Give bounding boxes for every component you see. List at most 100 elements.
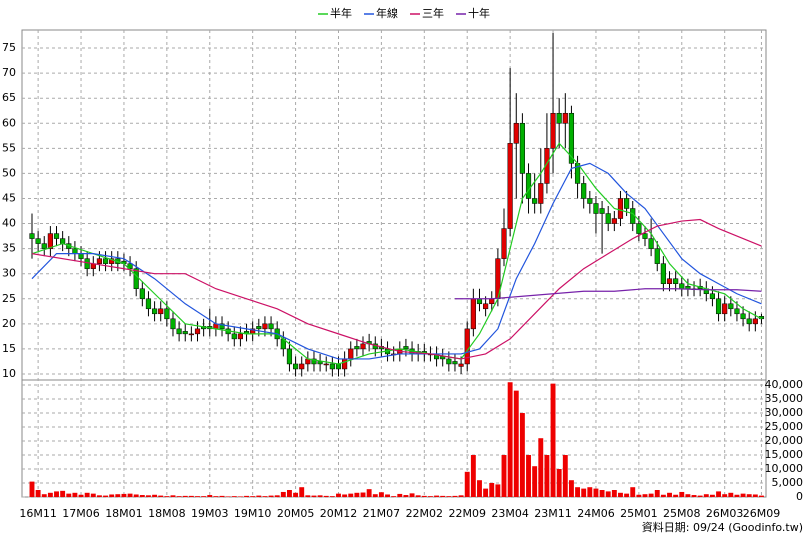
volume-bar bbox=[152, 494, 158, 497]
candle-body bbox=[446, 358, 452, 365]
candle-body bbox=[96, 258, 103, 264]
volume-tick-label: 40,000 bbox=[765, 378, 804, 391]
volume-bar bbox=[397, 493, 403, 497]
candle-body bbox=[293, 363, 299, 370]
volume-bar bbox=[280, 491, 286, 497]
volume-bar bbox=[673, 494, 679, 497]
volume-bar bbox=[593, 488, 599, 497]
candle-body bbox=[617, 198, 624, 219]
volume-bar bbox=[544, 455, 550, 497]
candle-body bbox=[237, 333, 243, 340]
y-tick-label: 50 bbox=[2, 166, 16, 179]
candle-body bbox=[256, 326, 262, 330]
volume-bar bbox=[305, 495, 311, 497]
volume-bar bbox=[728, 492, 734, 497]
volume-bar bbox=[207, 495, 213, 497]
volume-bar bbox=[54, 491, 59, 497]
x-tick-label: 18M08 bbox=[148, 507, 186, 520]
volume-bar bbox=[72, 492, 78, 497]
volume-bar bbox=[293, 492, 299, 497]
candle-body bbox=[587, 198, 593, 204]
candle-body bbox=[532, 198, 538, 204]
volume-bar bbox=[489, 483, 495, 497]
candle-body bbox=[581, 183, 587, 199]
volume-bar bbox=[195, 496, 200, 497]
volume-bar bbox=[538, 438, 544, 497]
candle-body bbox=[41, 243, 47, 249]
candle-body bbox=[538, 183, 544, 204]
volume-bar bbox=[605, 491, 611, 497]
candle-body bbox=[593, 203, 599, 214]
y-tick-label: 20 bbox=[2, 317, 16, 330]
x-tick-label: 22M09 bbox=[448, 507, 486, 520]
volume-bar bbox=[581, 488, 587, 497]
candle-body bbox=[53, 233, 60, 239]
volume-bar bbox=[299, 487, 305, 497]
candle-body bbox=[605, 213, 611, 224]
y-tick-label: 15 bbox=[2, 342, 16, 355]
candle-body bbox=[299, 363, 305, 370]
volume-bar bbox=[268, 495, 274, 497]
volume-bar bbox=[409, 493, 415, 497]
volume-bar bbox=[403, 495, 409, 497]
volume-bar bbox=[660, 494, 666, 497]
candle-body bbox=[139, 288, 145, 300]
y-tick-label: 55 bbox=[2, 141, 16, 154]
volume-bar bbox=[84, 492, 90, 497]
x-tick-label: 23M04 bbox=[491, 507, 529, 520]
candle-body bbox=[329, 363, 335, 370]
y-tick-label: 35 bbox=[2, 242, 16, 255]
volume-bar bbox=[642, 494, 648, 497]
volume-bar bbox=[256, 495, 262, 497]
volume-bar bbox=[47, 492, 53, 497]
candle-body bbox=[47, 233, 53, 249]
candle-body bbox=[158, 308, 164, 315]
x-tick-label: 20M05 bbox=[277, 507, 315, 520]
candle-body bbox=[286, 348, 293, 365]
volume-bar bbox=[250, 496, 256, 497]
volume-bar bbox=[421, 495, 427, 497]
candle-body bbox=[72, 248, 78, 254]
volume-bar bbox=[550, 383, 556, 497]
volume-frame bbox=[21, 379, 767, 498]
volume-bar bbox=[231, 496, 237, 497]
volume-bar bbox=[709, 494, 715, 497]
legend-label: 三年 bbox=[422, 6, 444, 20]
candle-body bbox=[654, 248, 660, 264]
volume-tick-label: 5,000 bbox=[772, 476, 804, 489]
volume-tick-label: 25,000 bbox=[765, 420, 804, 433]
volume-bar bbox=[78, 494, 84, 497]
y-tick-label: 25 bbox=[2, 292, 16, 305]
volume-bar bbox=[90, 493, 96, 497]
candle-body bbox=[60, 238, 66, 244]
volume-bar bbox=[225, 496, 231, 497]
candle-body bbox=[636, 223, 642, 234]
volume-bar bbox=[440, 495, 446, 497]
candle-body bbox=[231, 333, 237, 340]
candle-body bbox=[722, 303, 728, 315]
volume-bar bbox=[746, 494, 752, 497]
volume-bar bbox=[237, 496, 243, 497]
candle-body bbox=[673, 278, 679, 284]
volume-bar bbox=[146, 495, 151, 497]
candle-body bbox=[219, 323, 225, 330]
candle-body bbox=[35, 238, 41, 244]
y-tick-label: 75 bbox=[2, 41, 16, 54]
candle-body bbox=[519, 123, 525, 174]
candle-body bbox=[452, 361, 458, 365]
volume-bar bbox=[354, 492, 360, 497]
volume-bar bbox=[360, 492, 366, 497]
candle-body bbox=[501, 228, 507, 259]
volume-bar bbox=[507, 382, 513, 497]
volume-bar bbox=[201, 496, 207, 497]
volume-bar bbox=[685, 494, 691, 497]
x-tick-label: 25M08 bbox=[663, 507, 701, 520]
volume-bar bbox=[127, 493, 133, 497]
x-tick-label: 19M03 bbox=[191, 507, 229, 520]
x-tick-label: 26M03 bbox=[706, 507, 744, 520]
volume-bar bbox=[188, 495, 194, 497]
candle-body bbox=[464, 328, 470, 365]
candle-body bbox=[152, 308, 158, 315]
candle-body bbox=[84, 258, 90, 269]
